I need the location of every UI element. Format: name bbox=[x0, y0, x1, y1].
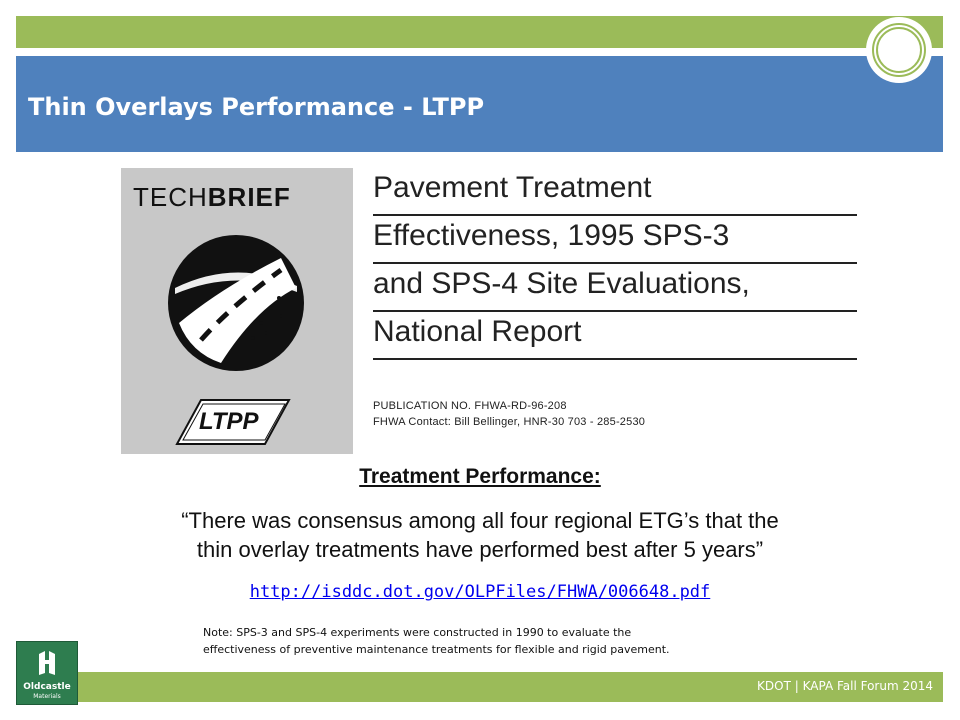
techbrief-image: TECHBRIEF LTPP Pavement Treatment Effect… bbox=[121, 168, 857, 454]
note-text: Note: SPS-3 and SPS-4 experiments were c… bbox=[203, 624, 803, 658]
performance-heading-text: Treatment Performance: bbox=[359, 465, 601, 488]
note-line-1: Note: SPS-3 and SPS-4 experiments were c… bbox=[203, 626, 632, 639]
note-line-2: effectiveness of preventive maintenance … bbox=[203, 643, 670, 656]
fhwa-report-link[interactable]: http://isddc.dot.gov/OLPFiles/FHWA/00664… bbox=[249, 582, 711, 602]
wordmark-tech: TECH bbox=[133, 182, 208, 212]
quote-line-2: thin overlay treatments have performed b… bbox=[196, 537, 764, 562]
techbrief-title-line: National Report bbox=[373, 312, 857, 360]
emblem-inner-ring bbox=[876, 27, 922, 73]
circle-emblem-icon bbox=[866, 17, 932, 83]
emblem-outer-ring bbox=[872, 23, 926, 77]
footer-bar: KDOT | KAPA Fall Forum 2014 bbox=[16, 672, 943, 702]
techbrief-title-line: Pavement Treatment bbox=[373, 168, 857, 216]
ltpp-logo-text: LTPP bbox=[199, 408, 259, 435]
techbrief-left-panel: TECHBRIEF LTPP bbox=[121, 168, 353, 454]
wordmark-brief: BRIEF bbox=[207, 182, 291, 212]
footer-text: KDOT | KAPA Fall Forum 2014 bbox=[757, 679, 933, 693]
techbrief-title: Pavement Treatment Effectiveness, 1995 S… bbox=[373, 168, 857, 360]
techbrief-publication-info: PUBLICATION NO. FHWA-RD-96-208 FHWA Cont… bbox=[373, 398, 645, 430]
oldcastle-brand: Oldcastle bbox=[23, 682, 71, 692]
road-logo-icon bbox=[168, 235, 304, 371]
fhwa-contact: FHWA Contact: Bill Bellinger, HNR-30 703… bbox=[373, 416, 646, 428]
ltpp-logo-icon bbox=[175, 399, 291, 445]
techbrief-wordmark: TECHBRIEF bbox=[133, 182, 291, 213]
header-accent-bar bbox=[16, 16, 943, 48]
publication-number: PUBLICATION NO. FHWA-RD-96-208 bbox=[373, 400, 567, 412]
performance-heading: Treatment Performance: bbox=[0, 465, 960, 489]
oldcastle-mark-icon bbox=[39, 651, 55, 675]
oldcastle-logo: Oldcastle Materials bbox=[16, 641, 78, 705]
oldcastle-sub: Materials bbox=[33, 693, 61, 700]
consensus-quote: “There was consensus among all four regi… bbox=[100, 506, 860, 564]
slide-title: Thin Overlays Performance - LTPP bbox=[28, 93, 485, 121]
techbrief-title-line: Effectiveness, 1995 SPS-3 bbox=[373, 216, 857, 264]
fhwa-report-link-container: http://isddc.dot.gov/OLPFiles/FHWA/00664… bbox=[0, 582, 960, 602]
techbrief-title-line: and SPS-4 Site Evaluations, bbox=[373, 264, 857, 312]
quote-line-1: “There was consensus among all four regi… bbox=[181, 508, 779, 533]
title-band: Thin Overlays Performance - LTPP bbox=[16, 56, 943, 152]
